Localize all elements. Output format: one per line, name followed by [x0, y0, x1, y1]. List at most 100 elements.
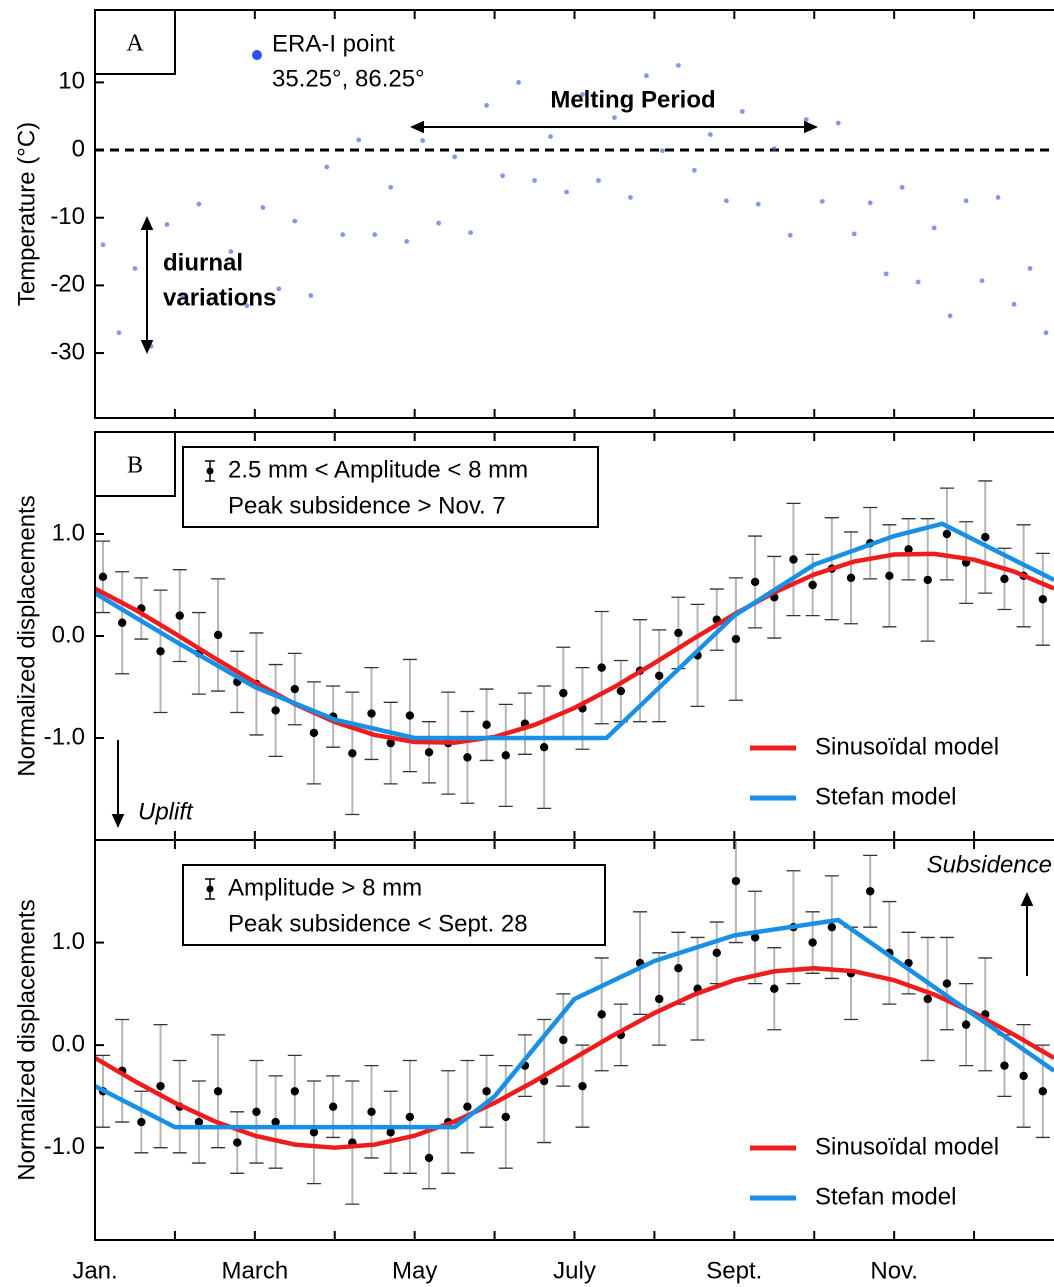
data-point — [923, 994, 932, 1004]
data-point — [539, 742, 549, 752]
legend-label: Stefan model — [815, 1183, 956, 1210]
scatter-point — [1027, 266, 1033, 271]
scatter-point — [356, 137, 362, 143]
error-cap — [402, 1059, 417, 1174]
data-point — [981, 532, 990, 542]
error-cap — [939, 936, 954, 1031]
error-cap — [498, 703, 513, 807]
error-cap — [230, 1111, 245, 1174]
x-tick-label: July — [553, 1257, 596, 1284]
data-point — [616, 686, 626, 696]
data-point — [1000, 1061, 1009, 1070]
error-cap — [978, 957, 993, 1072]
data-point — [1019, 1071, 1028, 1081]
data-point — [271, 1117, 280, 1127]
data-point — [597, 663, 606, 672]
error-cap — [537, 1018, 552, 1144]
scatter-point — [436, 220, 442, 226]
scatter-point — [835, 120, 841, 126]
error-cap — [172, 569, 187, 663]
scatter-point — [995, 195, 1001, 200]
scatter-point — [292, 218, 298, 224]
scatter-point — [963, 198, 969, 204]
scatter-point — [947, 313, 953, 319]
scatter-point — [660, 148, 665, 154]
annotation: Uplift — [138, 798, 194, 825]
error-cap — [863, 506, 878, 580]
error-cap — [901, 931, 916, 995]
scatter-point — [100, 242, 106, 248]
error-cap — [517, 1034, 532, 1098]
error-cap — [920, 518, 935, 642]
error-cap — [115, 571, 130, 675]
arrow-head — [410, 120, 424, 134]
data-point — [846, 573, 856, 583]
error-cap — [191, 1080, 206, 1164]
data-point — [194, 1117, 204, 1127]
error-cap — [230, 650, 245, 714]
error-cap — [709, 588, 724, 651]
scatter-point — [308, 293, 314, 298]
error-cap — [460, 710, 475, 804]
scatter-point — [644, 73, 649, 79]
plot-area — [95, 840, 1054, 1205]
error-cap — [211, 1034, 226, 1149]
data-point — [655, 671, 664, 680]
data-point — [559, 1035, 568, 1045]
error-cap — [690, 603, 705, 708]
data-point — [655, 994, 664, 1004]
error-cap — [249, 1059, 264, 1164]
panel-label: A — [126, 31, 144, 57]
scatter-point — [1011, 301, 1017, 307]
model-line — [95, 965, 1054, 1150]
error-cap — [249, 632, 264, 736]
error-cap — [1016, 1023, 1031, 1128]
scatter-point — [931, 225, 937, 231]
scatter-point — [803, 117, 809, 123]
error-cap — [383, 1090, 398, 1174]
legend-box — [182, 446, 599, 528]
data-point — [885, 571, 894, 581]
arrow-head — [804, 120, 818, 134]
scatter-point — [739, 109, 745, 114]
scatter-point — [628, 195, 633, 200]
scatter-point — [532, 178, 537, 183]
error-cap — [326, 685, 341, 748]
error-cap — [479, 688, 494, 762]
data-point — [865, 887, 875, 896]
y-tick-label: 1.0 — [52, 928, 85, 955]
legend-box-text: 2.5 mm < Amplitude < 8 mm — [228, 456, 528, 483]
x-tick-label: Sept. — [706, 1257, 762, 1284]
error-cap — [901, 518, 916, 581]
error-cap — [498, 1064, 513, 1169]
data-point — [367, 709, 376, 718]
scatter-point — [180, 293, 186, 299]
y-tick-label: -1.0 — [44, 723, 85, 750]
error-cap — [115, 1018, 130, 1123]
data-point — [482, 720, 491, 729]
error-cap — [556, 993, 571, 1087]
scatter-point — [452, 154, 458, 160]
data-point — [578, 1081, 587, 1091]
error-cap — [537, 685, 552, 810]
data-point — [156, 647, 165, 656]
legend-marker — [206, 885, 214, 893]
error-cap — [767, 947, 782, 1031]
arrow-head — [111, 814, 125, 828]
error-cap — [287, 652, 302, 726]
annotation: Subsidence — [927, 851, 1052, 878]
legend-label: ERA-I point — [272, 30, 395, 57]
data-point — [559, 688, 568, 698]
data-point — [213, 1087, 223, 1096]
scatter-point — [164, 222, 170, 227]
data-point — [386, 738, 395, 748]
scatter-point — [276, 286, 282, 292]
plot-area — [95, 63, 1054, 349]
error-cap — [633, 619, 648, 723]
scatter-point — [691, 167, 697, 173]
scatter-point — [324, 164, 330, 170]
error-cap — [882, 900, 897, 1005]
data-point — [750, 933, 760, 942]
scatter-point — [500, 173, 505, 179]
data-point — [424, 748, 434, 757]
